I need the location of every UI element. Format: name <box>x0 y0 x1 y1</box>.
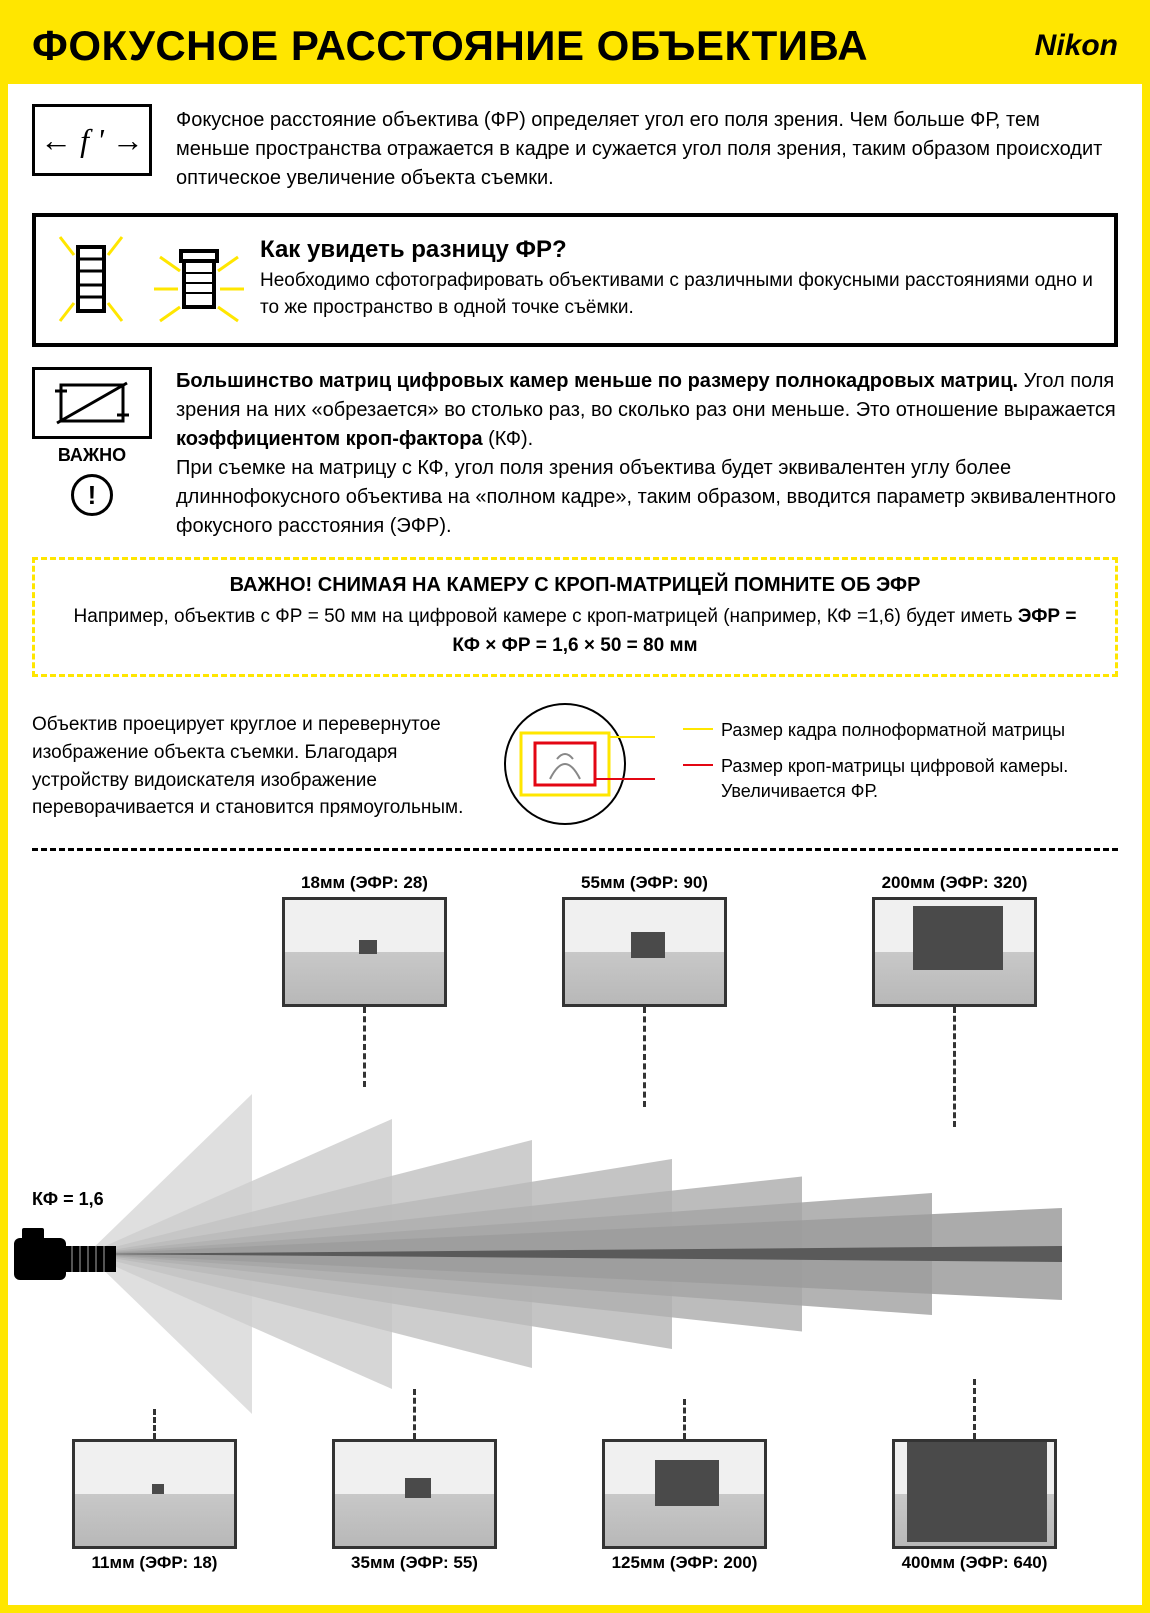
frame-legend: Размер кадра полноформатной матрицы Разм… <box>683 718 1118 815</box>
sample-thumbnail <box>602 1439 767 1549</box>
section-compare: Как увидеть разницу ФР? Необходимо сфото… <box>32 213 1118 347</box>
compare-text: Как увидеть разницу ФР? Необходимо сфото… <box>260 236 1094 321</box>
crop-lead: Большинство матриц цифровых камер меньше… <box>176 370 1018 392</box>
lens-wide-icon <box>154 239 244 329</box>
sample-125mm: 125мм (ЭФР: 200) <box>602 1399 767 1577</box>
header-bar: ФОКУСНОЕ РАССТОЯНИЕ ОБЪЕКТИВА Nikon <box>8 8 1142 84</box>
frame-diagram <box>495 699 655 834</box>
connector-line <box>953 1007 956 1127</box>
connector-line <box>973 1379 976 1439</box>
sample-thumbnail <box>72 1439 237 1549</box>
sample-400mm: 400мм (ЭФР: 640) <box>892 1379 1057 1577</box>
focal-length-icon: ← f ' → <box>32 104 152 176</box>
legend-full-text: Размер кадра полноформатной матрицы <box>721 718 1065 742</box>
formula-title: ВАЖНО! СНИМАЯ НА КАМЕРУ С КРОП-МАТРИЦЕЙ … <box>59 574 1091 597</box>
sample-label: 400мм (ЭФР: 640) <box>902 1553 1048 1573</box>
projection-text: Объектив проецирует круглое и перевернут… <box>32 711 467 821</box>
crop-kf-bold: коэффициентом кроп-фактора <box>176 428 483 450</box>
camera-icon <box>12 1214 122 1294</box>
lens-tele-icon <box>56 229 126 329</box>
page-frame: ФОКУСНОЕ РАССТОЯНИЕ ОБЪЕКТИВА Nikon ← f … <box>0 0 1150 1613</box>
intro-text: Фокусное расстояние объектива (ФР) опред… <box>176 104 1118 193</box>
sample-label: 35мм (ЭФР: 55) <box>351 1553 478 1573</box>
sample-thumbnail <box>282 897 447 1007</box>
crop-body2: При съемке на матрицу с КФ, угол поля зр… <box>176 454 1118 541</box>
crop-text: Большинство матриц цифровых камер меньше… <box>176 367 1118 541</box>
important-label: ВАЖНО <box>32 445 152 466</box>
connector-line <box>683 1399 686 1439</box>
sample-18mm: 18мм (ЭФР: 28) <box>282 869 447 1087</box>
sample-35mm: 35мм (ЭФР: 55) <box>332 1389 497 1577</box>
section-intro: ← f ' → Фокусное расстояние объектива (Ф… <box>32 104 1118 193</box>
sample-thumbnail <box>872 897 1037 1007</box>
compare-body: Необходимо сфотографировать объективами … <box>260 268 1094 321</box>
lens-illustration <box>56 229 244 329</box>
sample-thumbnail <box>562 897 727 1007</box>
legend-crop-text: Размер кроп-матрицы цифровой камеры. Уве… <box>721 754 1118 803</box>
sample-55mm: 55мм (ЭФР: 90) <box>562 869 727 1107</box>
sample-label: 55мм (ЭФР: 90) <box>581 873 708 893</box>
sample-label: 11мм (ЭФР: 18) <box>92 1553 218 1573</box>
page-title: ФОКУСНОЕ РАССТОЯНИЕ ОБЪЕКТИВА <box>32 22 868 70</box>
connector-line <box>413 1389 416 1439</box>
section-projection: Объектив проецирует круглое и перевернут… <box>32 699 1118 834</box>
sample-label: 18мм (ЭФР: 28) <box>301 873 428 893</box>
sample-thumbnail <box>892 1439 1057 1549</box>
crop-body1b: (КФ). <box>483 428 534 450</box>
dashed-separator <box>32 848 1118 851</box>
crop-icon-column: ВАЖНО ! <box>32 367 152 541</box>
content-area: ← f ' → Фокусное расстояние объектива (Ф… <box>8 84 1142 1605</box>
sample-label: 200мм (ЭФР: 320) <box>882 873 1028 893</box>
crop-icon <box>32 367 152 439</box>
brand-logo: Nikon <box>1035 29 1118 63</box>
legend-line-yellow <box>683 728 713 730</box>
connector-line <box>643 1007 646 1107</box>
compare-title: Как увидеть разницу ФР? <box>260 236 1094 264</box>
sample-thumbnail <box>332 1439 497 1549</box>
formula-box: ВАЖНО! СНИМАЯ НА КАМЕРУ С КРОП-МАТРИЦЕЙ … <box>32 557 1118 677</box>
section-crop: ВАЖНО ! Большинство матриц цифровых каме… <box>32 367 1118 541</box>
formula-body: Например, объектив с ФР = 50 мм на цифро… <box>59 603 1091 660</box>
focal-chart: КФ = 1,6 18мм (ЭФР: 28)55мм (ЭФР: 90)200… <box>32 869 1118 1589</box>
exclamation-icon: ! <box>71 474 113 516</box>
legend-line-red <box>683 764 713 766</box>
sample-200mm: 200мм (ЭФР: 320) <box>872 869 1037 1127</box>
sample-11mm: 11мм (ЭФР: 18) <box>72 1409 237 1577</box>
connector-line <box>153 1409 156 1439</box>
connector-line <box>363 1007 366 1087</box>
sample-label: 125мм (ЭФР: 200) <box>612 1553 758 1573</box>
